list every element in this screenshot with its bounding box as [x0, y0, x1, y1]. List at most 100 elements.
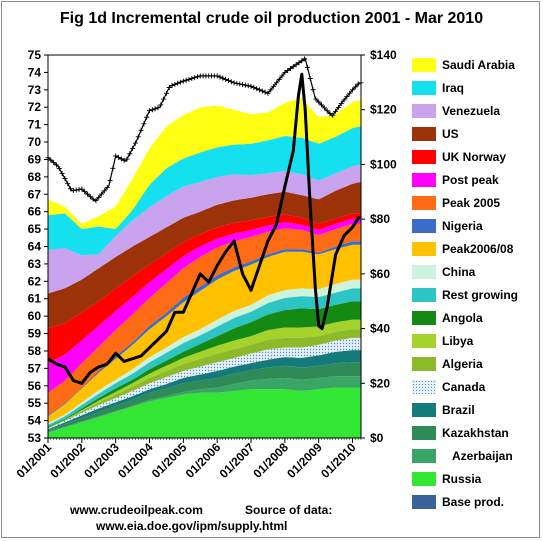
total-production-marker: [121, 157, 127, 163]
total-production-marker: [56, 165, 62, 171]
total-production-marker: [228, 79, 234, 85]
total-production-marker: [183, 77, 189, 83]
legend-swatch: [412, 288, 436, 302]
total-production-marker: [259, 88, 265, 94]
total-production-marker: [214, 73, 220, 79]
y-left-tick-label: 59: [28, 327, 42, 341]
total-production-marker: [352, 84, 358, 90]
total-production-marker: [152, 106, 158, 112]
y-left-tick-label: 65: [28, 222, 42, 236]
legend-item: Peak2006/08: [412, 241, 513, 257]
legend-item: Brazil: [412, 402, 475, 418]
x-tick-label: 01/2004: [115, 440, 156, 481]
total-production-marker: [217, 74, 223, 80]
total-production-marker: [65, 181, 71, 187]
total-production-marker: [231, 80, 237, 86]
area-iraq: [48, 126, 361, 256]
area-post-peak: [48, 218, 361, 393]
legend-label: Angola: [442, 311, 483, 325]
x-tick-label: 01/2002: [47, 440, 88, 481]
legend-label: Peak2006/08: [442, 242, 514, 256]
total-production-marker: [113, 153, 119, 159]
area-canada: [48, 337, 361, 430]
total-production-marker: [285, 67, 291, 73]
y-left-tick-label: 62: [28, 274, 42, 288]
total-production-marker: [350, 87, 356, 93]
total-production-marker: [155, 105, 161, 111]
total-production-marker: [161, 96, 167, 102]
total-production-marker: [166, 84, 172, 90]
total-production-marker: [90, 196, 96, 202]
total-production-marker: [304, 64, 310, 70]
x-tick-label: 01/2007: [217, 440, 258, 481]
legend-item: Algeria: [412, 356, 483, 372]
total-production-marker: [93, 198, 99, 204]
total-production-marker: [178, 79, 184, 85]
legend-item: Rest growing: [412, 287, 518, 303]
y-left-tick-label: 54: [28, 414, 42, 428]
y-right-tick-label: $0: [370, 431, 384, 445]
total-production-marker: [240, 82, 246, 88]
y-left-tick-label: 74: [28, 65, 42, 79]
total-production-marker: [118, 156, 124, 162]
legend-swatch: [412, 265, 436, 279]
total-production-marker: [138, 127, 144, 133]
total-production-marker: [234, 80, 240, 86]
area-algeria: [48, 329, 361, 429]
legend-swatch: [412, 104, 436, 118]
y-right-tick-label: $60: [370, 267, 390, 281]
total-production-marker: [158, 102, 164, 108]
total-production-marker: [62, 176, 68, 182]
y-right-tick-label: $20: [370, 376, 390, 390]
legend-label: UK Norway: [442, 150, 507, 164]
y-left-tick-label: 73: [28, 83, 42, 97]
total-production-marker: [110, 165, 116, 171]
legend-label: China: [442, 265, 476, 279]
legend-label: Kazakhstan: [442, 426, 509, 440]
total-production-marker: [299, 58, 305, 64]
total-production-marker: [251, 84, 257, 90]
legend-label: Post peak: [442, 173, 499, 187]
area-peak2006-08: [48, 244, 361, 424]
legend-label: Brazil: [442, 403, 475, 417]
legend-item: Nigeria: [412, 218, 483, 234]
legend-label: Rest growing: [442, 288, 519, 302]
x-tick-label: 01/2009: [284, 440, 325, 481]
total-production-marker: [338, 101, 344, 107]
total-production-marker: [82, 189, 88, 195]
total-production-marker: [51, 160, 57, 166]
total-production-marker: [192, 75, 198, 81]
legend-label: Base prod.: [442, 495, 505, 509]
legend-label: Azerbaijan: [452, 449, 513, 463]
y-left-tick-label: 67: [28, 187, 42, 201]
legend-item: Iraq: [412, 80, 464, 96]
legend-label: Russia: [442, 472, 482, 486]
legend-swatch: [412, 81, 436, 95]
y-right-tick-label: $80: [370, 212, 390, 226]
legend-label: Saudi Arabia: [442, 58, 515, 72]
total-production-marker: [288, 66, 294, 72]
total-production-marker: [101, 188, 107, 194]
y-left-tick-label: 71: [28, 118, 42, 132]
legend-swatch: [412, 219, 436, 233]
total-production-marker: [189, 76, 195, 82]
y-left-tick-label: 60: [28, 309, 42, 323]
total-production-marker: [355, 81, 361, 87]
total-production-marker: [169, 82, 175, 88]
area-uk-norway: [48, 213, 361, 364]
y-left-tick-label: 64: [28, 240, 42, 254]
footer-source-label: Source of data:: [245, 503, 333, 517]
y-right-tick-label: $120: [370, 103, 397, 117]
total-production-marker: [319, 102, 325, 108]
legend-item: Angola: [412, 310, 483, 326]
x-tick-label: 01/2005: [149, 440, 190, 481]
area-us: [48, 182, 361, 329]
total-production-marker: [186, 76, 192, 82]
legend-swatch: [412, 196, 436, 210]
legend-swatch: [412, 58, 436, 72]
y-left-tick-label: 55: [28, 396, 42, 410]
total-production-marker: [254, 86, 260, 92]
total-production-marker: [76, 187, 82, 193]
